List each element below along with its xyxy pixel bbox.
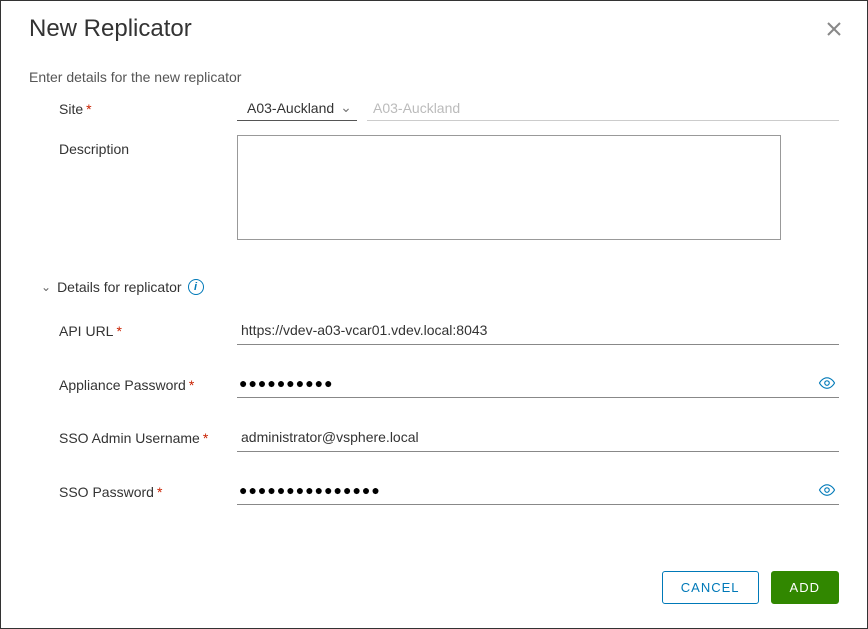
sso-password-mask: ●●●●●●●●●●●●●●● xyxy=(239,482,381,498)
label-sso-password-text: SSO Password xyxy=(59,484,154,500)
add-button[interactable]: ADD xyxy=(771,571,839,604)
site-display-text: A03-Auckland xyxy=(373,100,460,116)
api-url-input[interactable] xyxy=(239,321,837,339)
row-api-url: API URL* xyxy=(29,317,839,345)
label-site: Site* xyxy=(29,95,237,117)
row-sso-username: SSO Admin Username* xyxy=(29,424,839,452)
row-site: Site* A03-Auckland ⌄ A03-Auckland xyxy=(29,95,839,121)
label-site-text: Site xyxy=(59,101,83,117)
label-sso-username-text: SSO Admin Username xyxy=(59,430,200,446)
required-marker: * xyxy=(186,377,194,393)
modal-footer: CANCEL ADD xyxy=(662,571,839,604)
required-marker: * xyxy=(83,101,91,117)
label-appliance-password: Appliance Password* xyxy=(29,371,237,393)
label-appliance-password-text: Appliance Password xyxy=(59,377,186,393)
section-title-text: Details for replicator xyxy=(57,279,182,295)
site-select[interactable]: A03-Auckland ⌄ xyxy=(237,95,357,121)
label-api-url-text: API URL xyxy=(59,323,113,339)
input-col-sso-username xyxy=(237,424,839,452)
section-details-header[interactable]: ⌄ Details for replicator i xyxy=(29,271,839,317)
input-col-sso-password: ●●●●●●●●●●●●●●● xyxy=(237,478,839,505)
modal-title: New Replicator xyxy=(29,15,192,43)
close-icon xyxy=(826,21,842,37)
new-replicator-modal: New Replicator Enter details for the new… xyxy=(0,0,868,629)
cancel-button[interactable]: CANCEL xyxy=(662,571,759,604)
label-description: Description xyxy=(29,135,237,157)
chevron-down-icon: ⌄ xyxy=(41,280,51,294)
info-icon[interactable]: i xyxy=(188,279,204,295)
required-marker: * xyxy=(113,323,121,339)
sso-username-input[interactable] xyxy=(239,428,837,446)
label-api-url: API URL* xyxy=(29,317,237,339)
form-body: Site* A03-Auckland ⌄ A03-Auckland Descri… xyxy=(1,95,867,505)
input-col-appliance-password: ●●●●●●●●●● xyxy=(237,371,839,398)
input-col-api-url xyxy=(237,317,839,345)
modal-subheading: Enter details for the new replicator xyxy=(1,55,867,95)
reveal-appliance-password-button[interactable] xyxy=(817,373,837,393)
site-select-value: A03-Auckland xyxy=(247,100,334,116)
required-marker: * xyxy=(154,484,162,500)
appliance-password-mask: ●●●●●●●●●● xyxy=(239,375,334,391)
label-sso-username: SSO Admin Username* xyxy=(29,424,237,446)
input-col-site: A03-Auckland ⌄ A03-Auckland xyxy=(237,95,839,121)
row-appliance-password: Appliance Password* ●●●●●●●●●● xyxy=(29,371,839,398)
row-description: Description xyxy=(29,135,839,245)
close-button[interactable] xyxy=(825,20,843,38)
eye-icon xyxy=(818,481,836,499)
chevron-down-icon: ⌄ xyxy=(340,99,352,116)
modal-header: New Replicator xyxy=(1,1,867,55)
input-col-description xyxy=(237,135,839,245)
reveal-sso-password-button[interactable] xyxy=(817,480,837,500)
eye-icon xyxy=(818,374,836,392)
label-sso-password: SSO Password* xyxy=(29,478,237,500)
row-sso-password: SSO Password* ●●●●●●●●●●●●●●● xyxy=(29,478,839,505)
description-textarea[interactable] xyxy=(237,135,781,240)
required-marker: * xyxy=(200,430,208,446)
site-display-input: A03-Auckland xyxy=(367,96,839,121)
